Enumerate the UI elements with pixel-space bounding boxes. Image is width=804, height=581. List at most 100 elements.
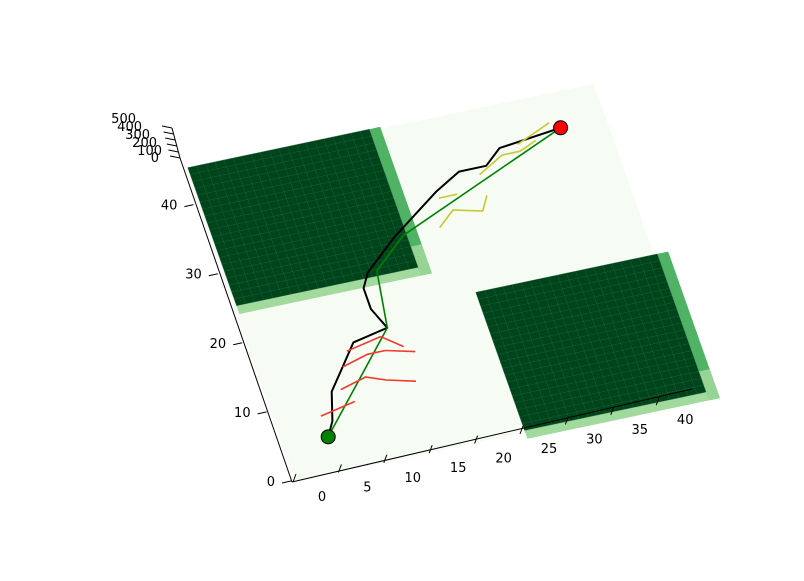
search-tree-start-branch xyxy=(340,376,416,391)
z-tick-label: 200 xyxy=(132,136,157,151)
x-tick-mark xyxy=(337,464,342,473)
y-tick-label: 0 xyxy=(267,475,275,490)
obstacle-grid-line xyxy=(197,156,380,196)
obstacle-grid-line xyxy=(524,391,707,431)
y-tick-mark xyxy=(233,342,243,346)
z-tick-mark xyxy=(165,137,176,141)
obstacle-grid-line xyxy=(226,239,409,279)
x-tick-label: 10 xyxy=(405,471,422,486)
z-axis-line xyxy=(171,127,181,159)
x-tick-label: 25 xyxy=(541,442,558,457)
x-tick-label: 15 xyxy=(450,461,467,476)
y-tick-mark xyxy=(208,273,218,277)
obstacle-grid-line xyxy=(209,191,392,230)
y-tick-label: 30 xyxy=(185,268,202,283)
x-tick-mark xyxy=(474,435,479,444)
obstacle-grid-line xyxy=(480,267,663,307)
z-tick-label: 0 xyxy=(151,151,159,166)
x-tick-label: 0 xyxy=(318,490,326,505)
obstacle-grid-line xyxy=(231,253,414,293)
obstacle-grid-line xyxy=(207,184,389,224)
search-tree-goal-branch xyxy=(517,122,550,145)
obstacle-grid-line xyxy=(224,232,406,272)
obstacle-side-right xyxy=(657,251,720,401)
direct-path-line xyxy=(327,127,562,438)
obstacle-grid-line xyxy=(507,343,690,383)
obstacle-grid-line xyxy=(517,371,699,410)
x-tick-label: 5 xyxy=(363,480,371,495)
y-axis-line xyxy=(179,157,293,483)
x-tick-mark xyxy=(655,397,660,406)
x-tick-label: 20 xyxy=(495,452,512,467)
obstacle-grid-line xyxy=(212,198,394,237)
paths-layer xyxy=(320,122,562,438)
obstacle-grid-line xyxy=(509,350,692,390)
z-tick-label: 400 xyxy=(117,120,142,135)
obstacle-grid-line xyxy=(192,142,375,182)
y-tick-label: 40 xyxy=(161,199,178,214)
obstacle-grid-line xyxy=(495,308,677,348)
obstacle-grid-line xyxy=(492,302,675,341)
obstacle-grid-line xyxy=(190,135,372,175)
start-point-marker xyxy=(320,429,336,445)
z-tick-label: 500 xyxy=(111,112,136,127)
obstacle-grid-line xyxy=(216,211,399,251)
search-tree-goal-branch xyxy=(438,193,458,199)
obstacle-grid-line xyxy=(187,128,370,168)
obstacle-grid-line xyxy=(475,253,658,293)
obstacle-grid-line xyxy=(482,274,665,314)
obstacle-side-right-lower xyxy=(410,244,432,276)
y-tick-mark xyxy=(184,204,194,208)
obstacle-grid-line xyxy=(234,260,416,300)
search-tree-start-branch xyxy=(342,349,416,368)
x-tick-mark xyxy=(564,416,569,425)
planned-path-line xyxy=(327,126,561,438)
obstacle-grid-line xyxy=(500,322,682,362)
obstacle-side-front xyxy=(524,392,709,439)
obstacle-grid-line xyxy=(214,204,397,244)
z-tick-mark xyxy=(161,125,173,129)
obstacle-side-front xyxy=(236,267,421,314)
y-tick-mark xyxy=(281,480,292,484)
search-tree-start-branch xyxy=(320,400,356,417)
obstacle-grid-line xyxy=(199,163,382,203)
points-layer xyxy=(320,120,569,445)
y-tick-mark xyxy=(257,411,267,415)
goal-point-marker xyxy=(553,120,569,136)
obstacle-grid-line xyxy=(519,378,702,417)
obstacle-grid-line xyxy=(502,329,685,369)
obstacle-grid-line xyxy=(504,336,687,376)
z-tick-mark xyxy=(166,143,177,147)
axes-layer: 0510152025303540010203040010020030040050… xyxy=(111,112,693,505)
x-tick-mark xyxy=(519,425,524,435)
obstacle-grid-line xyxy=(194,149,377,189)
obstacle-grid-line xyxy=(522,384,704,424)
search-tree-goal-branch xyxy=(479,139,537,176)
obstacle-grid-line xyxy=(512,357,694,397)
x-tick-label: 30 xyxy=(586,432,603,447)
obstacles-layer xyxy=(187,126,720,439)
obstacle-side-right xyxy=(369,126,432,276)
z-tick-mark xyxy=(169,155,181,159)
obstacle-side-right-lower xyxy=(698,369,720,401)
y-tick-label: 10 xyxy=(234,406,251,421)
obstacle-grid-line xyxy=(514,364,697,404)
x-tick-label: 35 xyxy=(632,423,649,438)
obstacle-grid-line xyxy=(478,260,660,300)
obstacle-grid-line xyxy=(221,225,404,265)
z-tick-mark xyxy=(163,131,174,135)
x-tick-mark xyxy=(383,454,388,463)
obstacle-grid-line xyxy=(485,281,668,321)
search-tree-goal-branch xyxy=(439,195,488,229)
obstacle-grid-line xyxy=(497,315,680,355)
x-tick-label: 40 xyxy=(677,413,694,428)
x-tick-mark xyxy=(610,406,615,415)
obstacle-grid-line xyxy=(229,246,411,286)
obstacle-grid-line xyxy=(236,267,419,306)
y-tick-label: 20 xyxy=(210,337,227,352)
z-tick-label: 100 xyxy=(137,144,162,159)
obstacle-grid-line xyxy=(490,295,672,334)
obstacle-grid-line xyxy=(204,177,387,217)
